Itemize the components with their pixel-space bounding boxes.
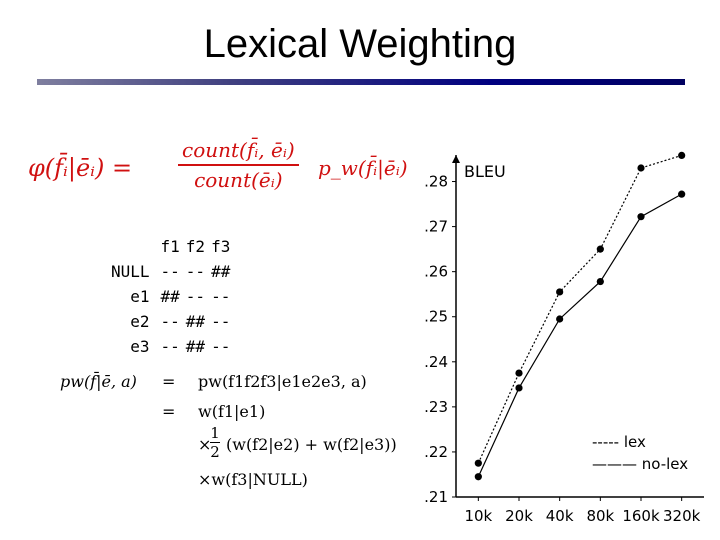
legend-entry-lex: ----- lex	[592, 433, 646, 451]
alignment-header-row: f1 f2 f3	[108, 234, 233, 259]
legend-entry-no-lex: ——— no-lex	[592, 455, 688, 473]
y-tick-label: .21	[424, 488, 448, 506]
x-axis-ticks: 10k 20k 40k 80k 160k 320k	[464, 497, 701, 525]
data-point-no-lex	[637, 213, 645, 221]
y-tick-label: .27	[424, 218, 448, 236]
alignment-row-label: e3	[130, 337, 150, 356]
alignment-row: NULL -- -- ##	[108, 259, 233, 284]
data-point-lex	[556, 288, 564, 296]
chart-legend: ----- lex ——— no-lex	[592, 433, 688, 473]
alignment-cell: ##	[185, 312, 206, 331]
x-tick-label: 160k	[622, 507, 660, 525]
data-point-lex	[515, 369, 523, 377]
alignment-row-label: e1	[130, 287, 150, 306]
derivation-step-2: w(f1|e1)	[198, 402, 266, 421]
half-numerator: 1	[210, 424, 220, 442]
alignment-cell: --	[185, 287, 206, 306]
alignment-column-header: f1	[160, 237, 180, 256]
alignment-cell: --	[211, 312, 231, 331]
alignment-cell: --	[160, 312, 180, 331]
data-point-lex	[474, 459, 482, 467]
y-axis-ticks: .21 .22 .23 .24 .25 .26 .27 .28	[424, 173, 456, 506]
chart-series	[474, 151, 686, 481]
y-tick-label: .24	[424, 353, 448, 371]
alignment-column-header: f3	[211, 237, 231, 256]
phrase-translation-formula: φ(f̄ᵢ|ēᵢ) = count(f̄ᵢ, ēᵢ) count(ēᵢ) p_w…	[28, 138, 408, 208]
derivation-lhs: pw(f̄|ē, a)	[60, 372, 137, 391]
slide-title: Lexical Weighting	[203, 22, 517, 66]
x-tick-label: 10k	[464, 507, 492, 525]
formula-denominator: count(ēᵢ)	[194, 168, 283, 192]
y-tick-label: .23	[424, 398, 448, 416]
alignment-cell: --	[185, 262, 206, 281]
y-tick-label: .26	[424, 263, 448, 281]
alignment-cell: ##	[185, 337, 206, 356]
word-alignment-matrix: f1 f2 f3 NULL -- -- ## e1 ## -- -- e2 --…	[108, 234, 233, 359]
y-axis-label: BLEU	[464, 162, 506, 181]
y-tick-label: .22	[424, 443, 448, 461]
alignment-row: e3 -- ## --	[108, 334, 233, 359]
y-tick-label: .25	[424, 308, 448, 326]
alignment-cell: ##	[160, 287, 180, 306]
title-underline	[37, 79, 685, 85]
derivation-step-4: ×w(f3|NULL)	[198, 470, 308, 489]
derivation-times: ×	[198, 435, 212, 454]
x-tick-label: 20k	[505, 507, 533, 525]
data-point-no-lex	[515, 384, 523, 392]
fraction-bar	[178, 164, 299, 166]
series-line-lex	[477, 154, 682, 464]
x-tick-label: 320k	[663, 507, 701, 525]
bleu-learning-curve-chart: BLEU .21 .22 .23 .24 .25 .26 .27 .28 10k 20k 40k 8…	[424, 151, 704, 525]
alignment-cell: --	[160, 262, 180, 281]
x-tick-label: 80k	[586, 507, 614, 525]
data-point-no-lex	[556, 315, 564, 323]
data-point-lex	[596, 245, 604, 253]
formula-rhs: p_w(f̄ᵢ|ēᵢ)	[318, 156, 408, 180]
data-point-lex	[637, 164, 645, 172]
alignment-row: e1 ## -- --	[108, 284, 233, 309]
formula-numerator: count(f̄ᵢ, ēᵢ)	[182, 138, 295, 162]
derivation-step-3: (w(f2|e2) + w(f2|e3))	[226, 435, 397, 454]
derivation-equals: =	[162, 372, 176, 391]
x-tick-label: 40k	[546, 507, 574, 525]
derivation-half: 1 2	[210, 424, 220, 461]
alignment-cell: --	[160, 337, 180, 356]
alignment-cell: --	[211, 287, 231, 306]
half-fraction-bar	[210, 442, 220, 443]
alignment-row-label: e2	[130, 312, 150, 331]
chart-axes: BLEU	[452, 155, 704, 498]
formula-lhs: φ(f̄ᵢ|ēᵢ) =	[28, 154, 133, 182]
alignment-row-label: NULL	[111, 262, 150, 281]
data-point-no-lex	[474, 473, 482, 481]
y-axis-arrow	[452, 155, 460, 163]
data-point-no-lex	[596, 277, 604, 286]
y-tick-label: .28	[424, 173, 448, 191]
alignment-cell: ##	[211, 262, 231, 281]
data-point-no-lex	[678, 190, 686, 198]
derivation-equals: =	[162, 402, 176, 421]
series-line-no-lex	[477, 193, 682, 477]
formula-fraction: count(f̄ᵢ, ēᵢ) count(ēᵢ)	[178, 138, 299, 192]
alignment-cell: --	[211, 337, 231, 356]
data-point-lex	[678, 151, 686, 159]
half-denominator: 2	[210, 443, 220, 461]
alignment-column-header: f2	[185, 237, 206, 256]
derivation-step-1: pw(f1f2f3|e1e2e3, a)	[198, 372, 367, 391]
alignment-row: e2 -- ## --	[108, 309, 233, 334]
